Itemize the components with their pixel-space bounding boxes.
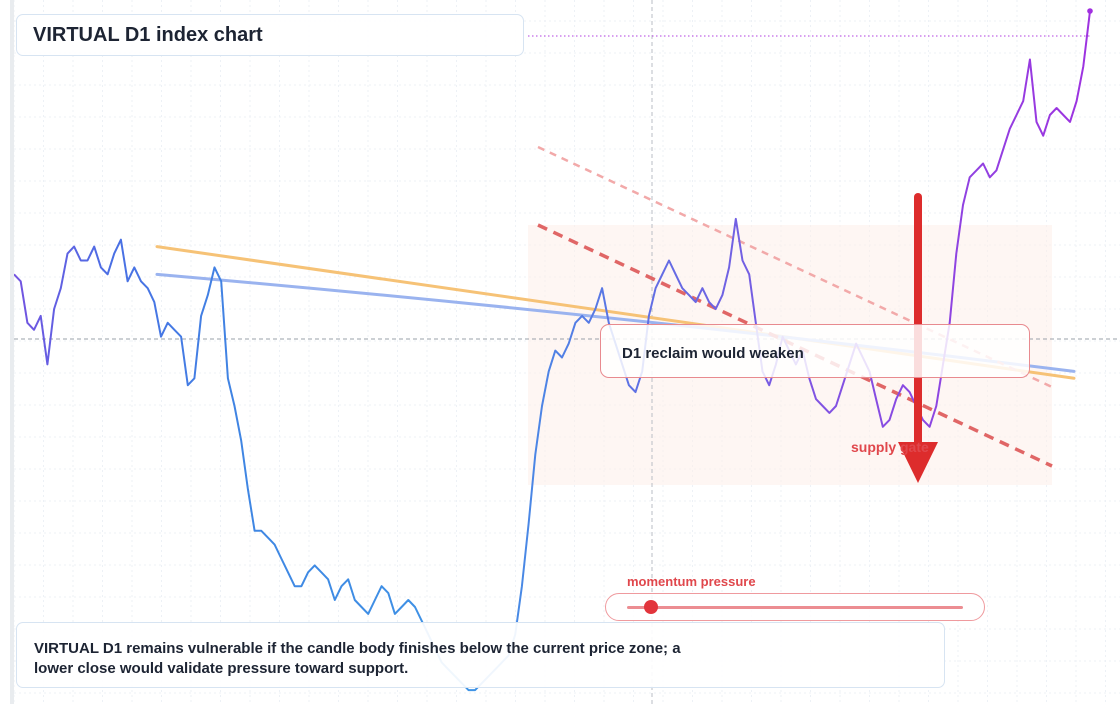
momentum-gauge [605,593,985,621]
lower-trendline [537,223,1053,468]
reclaim-callout: D1 reclaim would weaken [600,324,1030,378]
bearish-arrow [898,193,938,483]
last-price-marker [1087,8,1093,14]
momentum-knob [643,600,658,614]
supply-zone-label: supply gate [851,439,929,455]
momentum-track [627,606,963,609]
summary-note: VIRTUAL D1 remains vulnerable if the can… [16,622,945,688]
price-line [13,10,1091,692]
panel-edge [10,0,14,704]
chart-title: VIRTUAL D1 index chart [16,14,524,56]
momentum-label: momentum pressure [627,574,756,589]
